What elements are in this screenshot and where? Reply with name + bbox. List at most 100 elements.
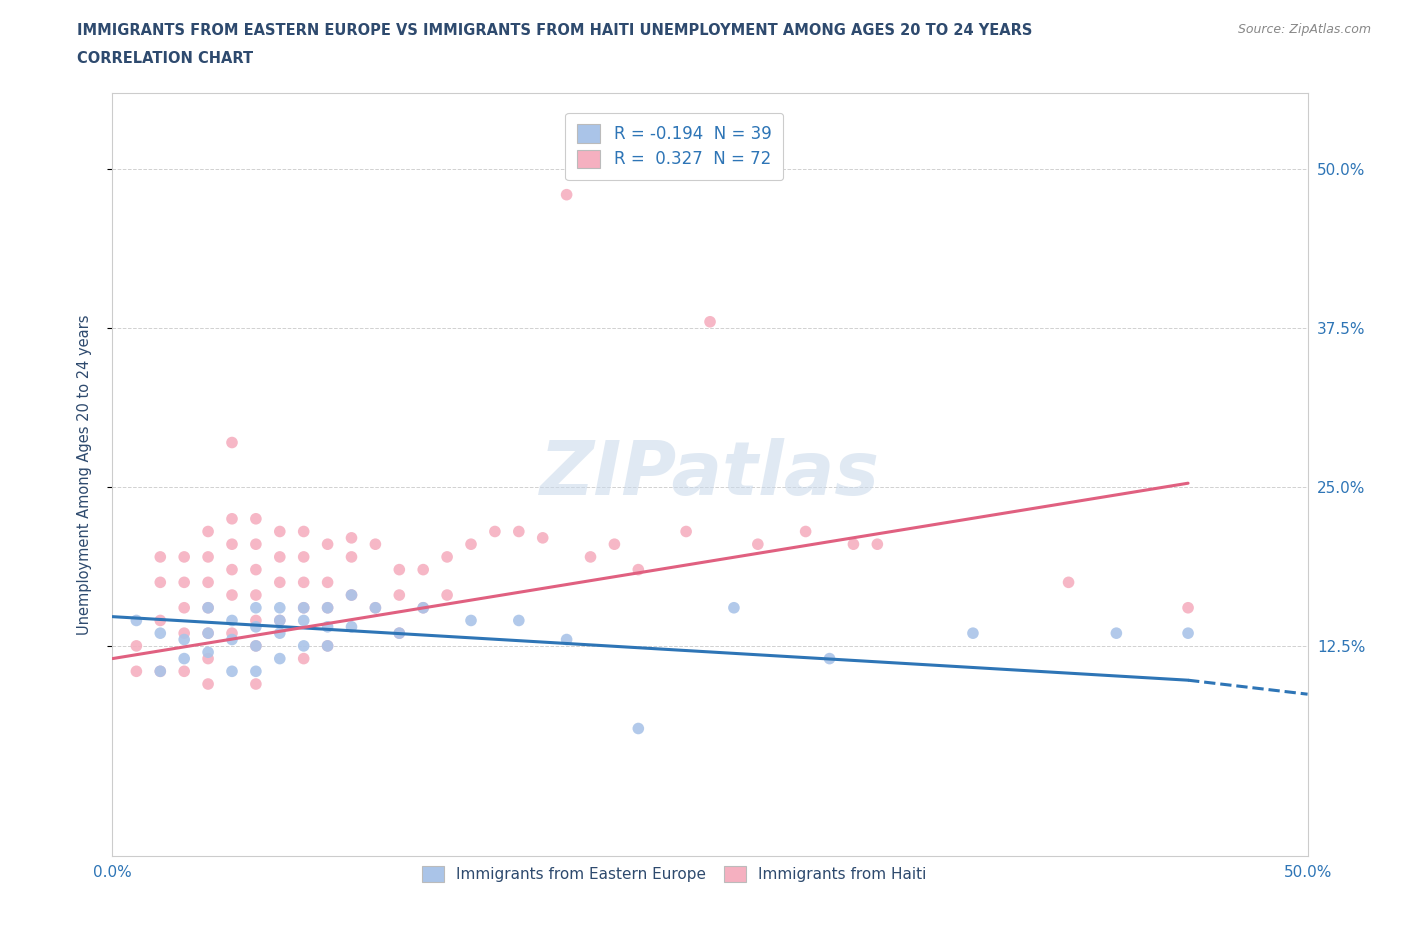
Point xyxy=(316,575,339,590)
Point xyxy=(173,664,195,679)
Point xyxy=(269,550,291,565)
Point xyxy=(412,601,434,616)
Point xyxy=(388,626,411,641)
Point xyxy=(197,644,219,659)
Point xyxy=(866,537,889,551)
Point xyxy=(269,575,291,590)
Point xyxy=(245,619,267,634)
Text: ZIPatlas: ZIPatlas xyxy=(540,438,880,511)
Point xyxy=(627,562,650,577)
Point xyxy=(125,639,148,654)
Point xyxy=(173,626,195,641)
Point xyxy=(531,530,554,545)
Point xyxy=(197,550,219,565)
Point xyxy=(292,601,315,616)
Point xyxy=(269,651,291,666)
Point xyxy=(245,613,267,628)
Point xyxy=(221,512,243,526)
Point xyxy=(603,537,626,551)
Point xyxy=(316,619,339,634)
Point xyxy=(221,562,243,577)
Point xyxy=(245,639,267,654)
Point xyxy=(723,601,745,616)
Point xyxy=(316,639,339,654)
Point xyxy=(388,626,411,641)
Point xyxy=(460,613,482,628)
Point xyxy=(173,575,195,590)
Point xyxy=(627,721,650,736)
Point xyxy=(269,626,291,641)
Point xyxy=(316,639,339,654)
Point xyxy=(197,626,219,641)
Point xyxy=(173,601,195,616)
Point xyxy=(699,314,721,329)
Point xyxy=(388,562,411,577)
Point xyxy=(364,601,387,616)
Point xyxy=(1177,601,1199,616)
Point xyxy=(221,435,243,450)
Point xyxy=(340,619,363,634)
Point xyxy=(340,588,363,603)
Point xyxy=(197,575,219,590)
Point xyxy=(173,632,195,647)
Point xyxy=(245,601,267,616)
Point xyxy=(316,601,339,616)
Point xyxy=(747,537,769,551)
Point xyxy=(149,575,172,590)
Point xyxy=(269,613,291,628)
Point xyxy=(555,632,578,647)
Point xyxy=(221,588,243,603)
Point xyxy=(125,613,148,628)
Point xyxy=(412,601,434,616)
Point xyxy=(149,613,172,628)
Point xyxy=(292,613,315,628)
Point xyxy=(555,187,578,202)
Point xyxy=(197,651,219,666)
Point xyxy=(149,664,172,679)
Point xyxy=(245,537,267,551)
Point xyxy=(197,677,219,692)
Point xyxy=(245,562,267,577)
Point xyxy=(484,525,506,539)
Point xyxy=(149,626,172,641)
Point xyxy=(197,525,219,539)
Point xyxy=(197,601,219,616)
Point xyxy=(436,550,458,565)
Point xyxy=(245,639,267,654)
Point xyxy=(245,677,267,692)
Point xyxy=(316,537,339,551)
Point xyxy=(292,639,315,654)
Point xyxy=(388,588,411,603)
Point xyxy=(579,550,602,565)
Text: Source: ZipAtlas.com: Source: ZipAtlas.com xyxy=(1237,23,1371,36)
Point xyxy=(292,601,315,616)
Point xyxy=(1177,626,1199,641)
Point xyxy=(412,562,434,577)
Point xyxy=(364,537,387,551)
Legend: Immigrants from Eastern Europe, Immigrants from Haiti: Immigrants from Eastern Europe, Immigran… xyxy=(415,858,934,890)
Point xyxy=(340,588,363,603)
Point xyxy=(292,651,315,666)
Text: IMMIGRANTS FROM EASTERN EUROPE VS IMMIGRANTS FROM HAITI UNEMPLOYMENT AMONG AGES : IMMIGRANTS FROM EASTERN EUROPE VS IMMIGR… xyxy=(77,23,1032,38)
Point xyxy=(1057,575,1080,590)
Point xyxy=(197,601,219,616)
Point xyxy=(962,626,984,641)
Y-axis label: Unemployment Among Ages 20 to 24 years: Unemployment Among Ages 20 to 24 years xyxy=(77,314,91,634)
Point xyxy=(125,664,148,679)
Point xyxy=(460,537,482,551)
Point xyxy=(364,601,387,616)
Point xyxy=(221,537,243,551)
Point xyxy=(842,537,865,551)
Point xyxy=(340,530,363,545)
Point xyxy=(173,550,195,565)
Point xyxy=(292,575,315,590)
Point xyxy=(245,664,267,679)
Point xyxy=(149,550,172,565)
Point xyxy=(197,626,219,641)
Point xyxy=(508,525,530,539)
Point xyxy=(675,525,697,539)
Point xyxy=(245,512,267,526)
Point xyxy=(818,651,841,666)
Point xyxy=(340,550,363,565)
Point xyxy=(221,626,243,641)
